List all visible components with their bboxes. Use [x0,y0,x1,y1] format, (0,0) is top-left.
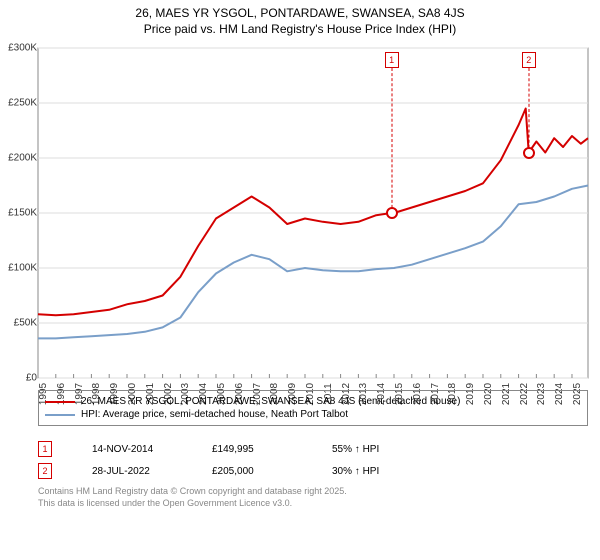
chart-title: 26, MAES YR YSGOL, PONTARDAWE, SWANSEA, … [0,0,600,37]
y-axis-label: £150K [8,208,38,219]
marker-dot [386,207,398,219]
event-pct: 55% ↑ HPI [332,444,412,455]
legend-swatch-hpi [45,414,75,416]
marker-badge: 2 [522,52,536,68]
legend-label-hpi: HPI: Average price, semi-detached house,… [81,409,348,420]
event-date: 14-NOV-2014 [92,444,172,455]
footer: Contains HM Land Registry data © Crown c… [38,486,347,509]
legend-box: 26, MAES YR YSGOL, PONTARDAWE, SWANSEA, … [38,390,588,426]
marker-line [391,68,392,213]
legend-label-property: 26, MAES YR YSGOL, PONTARDAWE, SWANSEA, … [81,396,460,407]
event-price: £149,995 [212,444,292,455]
event-pct: 30% ↑ HPI [332,466,412,477]
event-date: 28-JUL-2022 [92,466,172,477]
title-line-1: 26, MAES YR YSGOL, PONTARDAWE, SWANSEA, … [0,6,600,22]
marker-badge: 1 [385,52,399,68]
event-badge: 2 [38,463,52,479]
event-badge: 1 [38,441,52,457]
y-axis-label: £300K [8,43,38,54]
y-axis-label: £200K [8,153,38,164]
y-axis-label: £100K [8,263,38,274]
event-price: £205,000 [212,466,292,477]
y-axis-label: £250K [8,98,38,109]
events-table: 1 14-NOV-2014 £149,995 55% ↑ HPI 2 28-JUL-202… [38,438,588,482]
chart-container: 26, MAES YR YSGOL, PONTARDAWE, SWANSEA, … [0,0,600,560]
y-axis-label: £0 [26,373,38,384]
title-line-2: Price paid vs. HM Land Registry's House … [0,22,600,38]
event-row: 2 28-JUL-2022 £205,000 30% ↑ HPI [38,460,588,482]
y-axis-label: £50K [14,318,38,329]
legend-row-hpi: HPI: Average price, semi-detached house,… [45,408,581,421]
chart-svg [38,48,588,378]
marker-dot [523,147,535,159]
footer-line-2: This data is licensed under the Open Gov… [38,498,347,510]
marker-line [528,68,529,153]
event-row: 1 14-NOV-2014 £149,995 55% ↑ HPI [38,438,588,460]
chart-area: £0£50K£100K£150K£200K£250K£300K199519961… [38,48,588,378]
legend-swatch-property [45,401,75,403]
legend-row-property: 26, MAES YR YSGOL, PONTARDAWE, SWANSEA, … [45,395,581,408]
footer-line-1: Contains HM Land Registry data © Crown c… [38,486,347,498]
